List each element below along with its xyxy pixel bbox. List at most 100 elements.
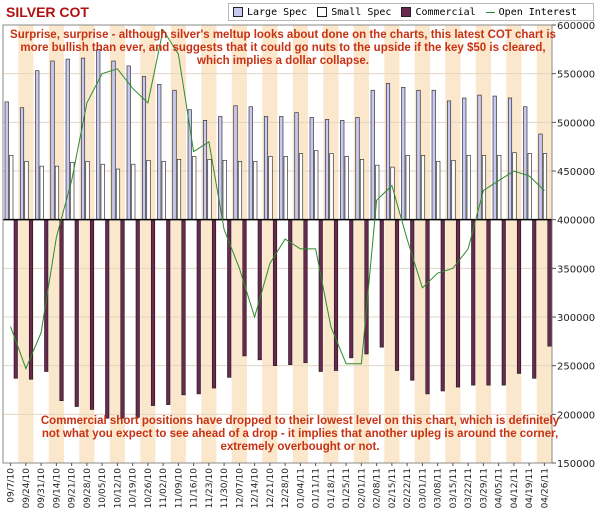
small-spec-bar <box>222 159 227 220</box>
annotation-bottom: Commercial short positions have dropped … <box>40 415 560 453</box>
small-spec-bar <box>542 153 548 220</box>
y-tick-label: 200000 <box>557 410 595 421</box>
large-spec-bar <box>446 100 452 220</box>
commercial-bars <box>13 219 552 419</box>
commercial-bar <box>379 219 384 348</box>
large-spec-bar <box>202 120 208 220</box>
small-spec-bar <box>100 163 105 220</box>
x-tick-label: 09/28/10 <box>83 468 93 509</box>
small-spec-bar <box>436 160 441 220</box>
small-spec-bar <box>283 156 288 220</box>
small-spec-bar <box>207 159 212 220</box>
y-tick-label: 450000 <box>557 167 595 178</box>
small-spec-bar <box>497 155 502 220</box>
x-tick-label: 10/05/10 <box>98 468 108 509</box>
x-tick-label: 11/30/10 <box>220 468 230 509</box>
legend-label-commercial: Commercial <box>415 6 476 18</box>
commercial-bar <box>135 219 140 418</box>
commercial-bar <box>547 219 552 347</box>
commercial-bar <box>181 219 186 396</box>
x-tick-label: 10/26/10 <box>144 468 154 509</box>
small-spec-bar <box>176 159 182 220</box>
x-tick-label: 03/22/11 <box>464 468 474 508</box>
x-tick-label: 11/02/10 <box>159 468 169 509</box>
commercial-bar <box>105 219 110 419</box>
commercial-bar <box>13 219 18 379</box>
x-tick-label: 01/11/11 <box>312 468 322 508</box>
large-spec-bar <box>355 117 360 220</box>
commercial-bar <box>349 219 354 359</box>
y-tick-label: 300000 <box>557 313 595 324</box>
x-tick-label: 02/08/11 <box>373 468 383 508</box>
x-tick-label: 10/19/10 <box>129 468 139 509</box>
large-spec-bar <box>507 97 513 220</box>
commercial-bar <box>272 219 278 366</box>
commercial-bar <box>394 219 400 371</box>
small-spec-bar <box>451 159 456 220</box>
x-tick-label: 10/12/10 <box>113 468 123 509</box>
commercial-bar <box>211 219 217 389</box>
x-tick-label: 03/08/11 <box>434 468 444 508</box>
small-spec-bar <box>146 159 151 220</box>
large-spec-bar <box>126 65 131 220</box>
x-tick-label: 01/04/11 <box>296 468 306 508</box>
large-spec-bar <box>4 101 9 220</box>
x-tick-label: 01/18/11 <box>327 468 337 508</box>
y-tick-label: 250000 <box>557 362 595 373</box>
commercial-bar <box>257 219 262 361</box>
chart-title: SILVER COT <box>6 4 89 20</box>
x-tick-label: 11/16/10 <box>190 468 200 509</box>
large-spec-bars <box>4 49 543 220</box>
large-spec-bar <box>294 112 299 220</box>
legend-item-commercial: Commercial <box>401 6 476 18</box>
commercial-bar <box>120 219 125 419</box>
y-tick-label: 500000 <box>557 118 595 129</box>
legend-label-open-interest: Open Interest <box>498 6 577 18</box>
large-spec-bar <box>233 105 238 220</box>
x-tick-label: 03/01/11 <box>418 468 428 508</box>
small-spec-bar <box>314 150 319 220</box>
commercial-bar <box>196 219 201 395</box>
x-tick-label: 11/23/10 <box>205 468 215 509</box>
small-spec-bar <box>359 159 365 220</box>
commercial-bar <box>74 219 79 407</box>
legend-item-open-interest: Open Interest <box>485 6 577 18</box>
commercial-bar <box>501 219 506 386</box>
large-spec-bar <box>279 116 284 220</box>
small-spec-bar <box>512 152 517 220</box>
legend-item-small-spec: Small Spec <box>317 7 391 18</box>
large-spec-bar <box>385 83 391 220</box>
small-spec-bar <box>268 156 273 220</box>
large-spec-bar <box>19 107 25 220</box>
y-tick-label: 600000 <box>557 21 595 32</box>
x-tick-label: 02/22/11 <box>403 468 413 508</box>
commercial-bar <box>440 219 445 392</box>
small-spec-bar <box>39 165 44 220</box>
commercial-bar <box>303 219 308 364</box>
x-tick-label: 09/31/10 <box>37 468 47 509</box>
commercial-bar <box>166 219 171 405</box>
small-spec-bar <box>131 163 136 220</box>
small-spec-bar <box>527 153 532 220</box>
y-tick-label: 350000 <box>557 264 595 275</box>
x-tick-label: 03/29/11 <box>479 468 489 508</box>
x-tick-label: 12/28/10 <box>281 468 291 509</box>
commercial-bar <box>89 219 95 410</box>
large-spec-bar <box>401 86 406 220</box>
small-spec-bar <box>481 155 487 220</box>
x-axis-ticks: 09/7/10 09/24/10 09/31/10 09/14/10 09/21/10 0… <box>7 463 550 509</box>
large-spec-swatch <box>233 7 243 17</box>
x-tick-label: 04/05/11 <box>495 468 505 508</box>
y-tick-label: 400000 <box>557 216 595 227</box>
y-tick-label: 550000 <box>557 70 595 81</box>
x-tick-label: 04/12/11 <box>510 468 520 508</box>
small-spec-bar <box>344 156 349 220</box>
large-spec-bar <box>96 49 101 220</box>
large-spec-bar <box>111 60 116 220</box>
x-tick-label: 09/14/10 <box>52 468 62 509</box>
legend: Large Spec Small Spec Commercial Open In… <box>228 3 594 21</box>
right-axis-ticks: 150000 200000 250000 300000 350000 400000 4500… <box>552 21 595 470</box>
large-spec-bar <box>523 106 528 220</box>
x-tick-label: 09/7/10 <box>7 468 17 503</box>
large-spec-bar <box>416 89 421 220</box>
